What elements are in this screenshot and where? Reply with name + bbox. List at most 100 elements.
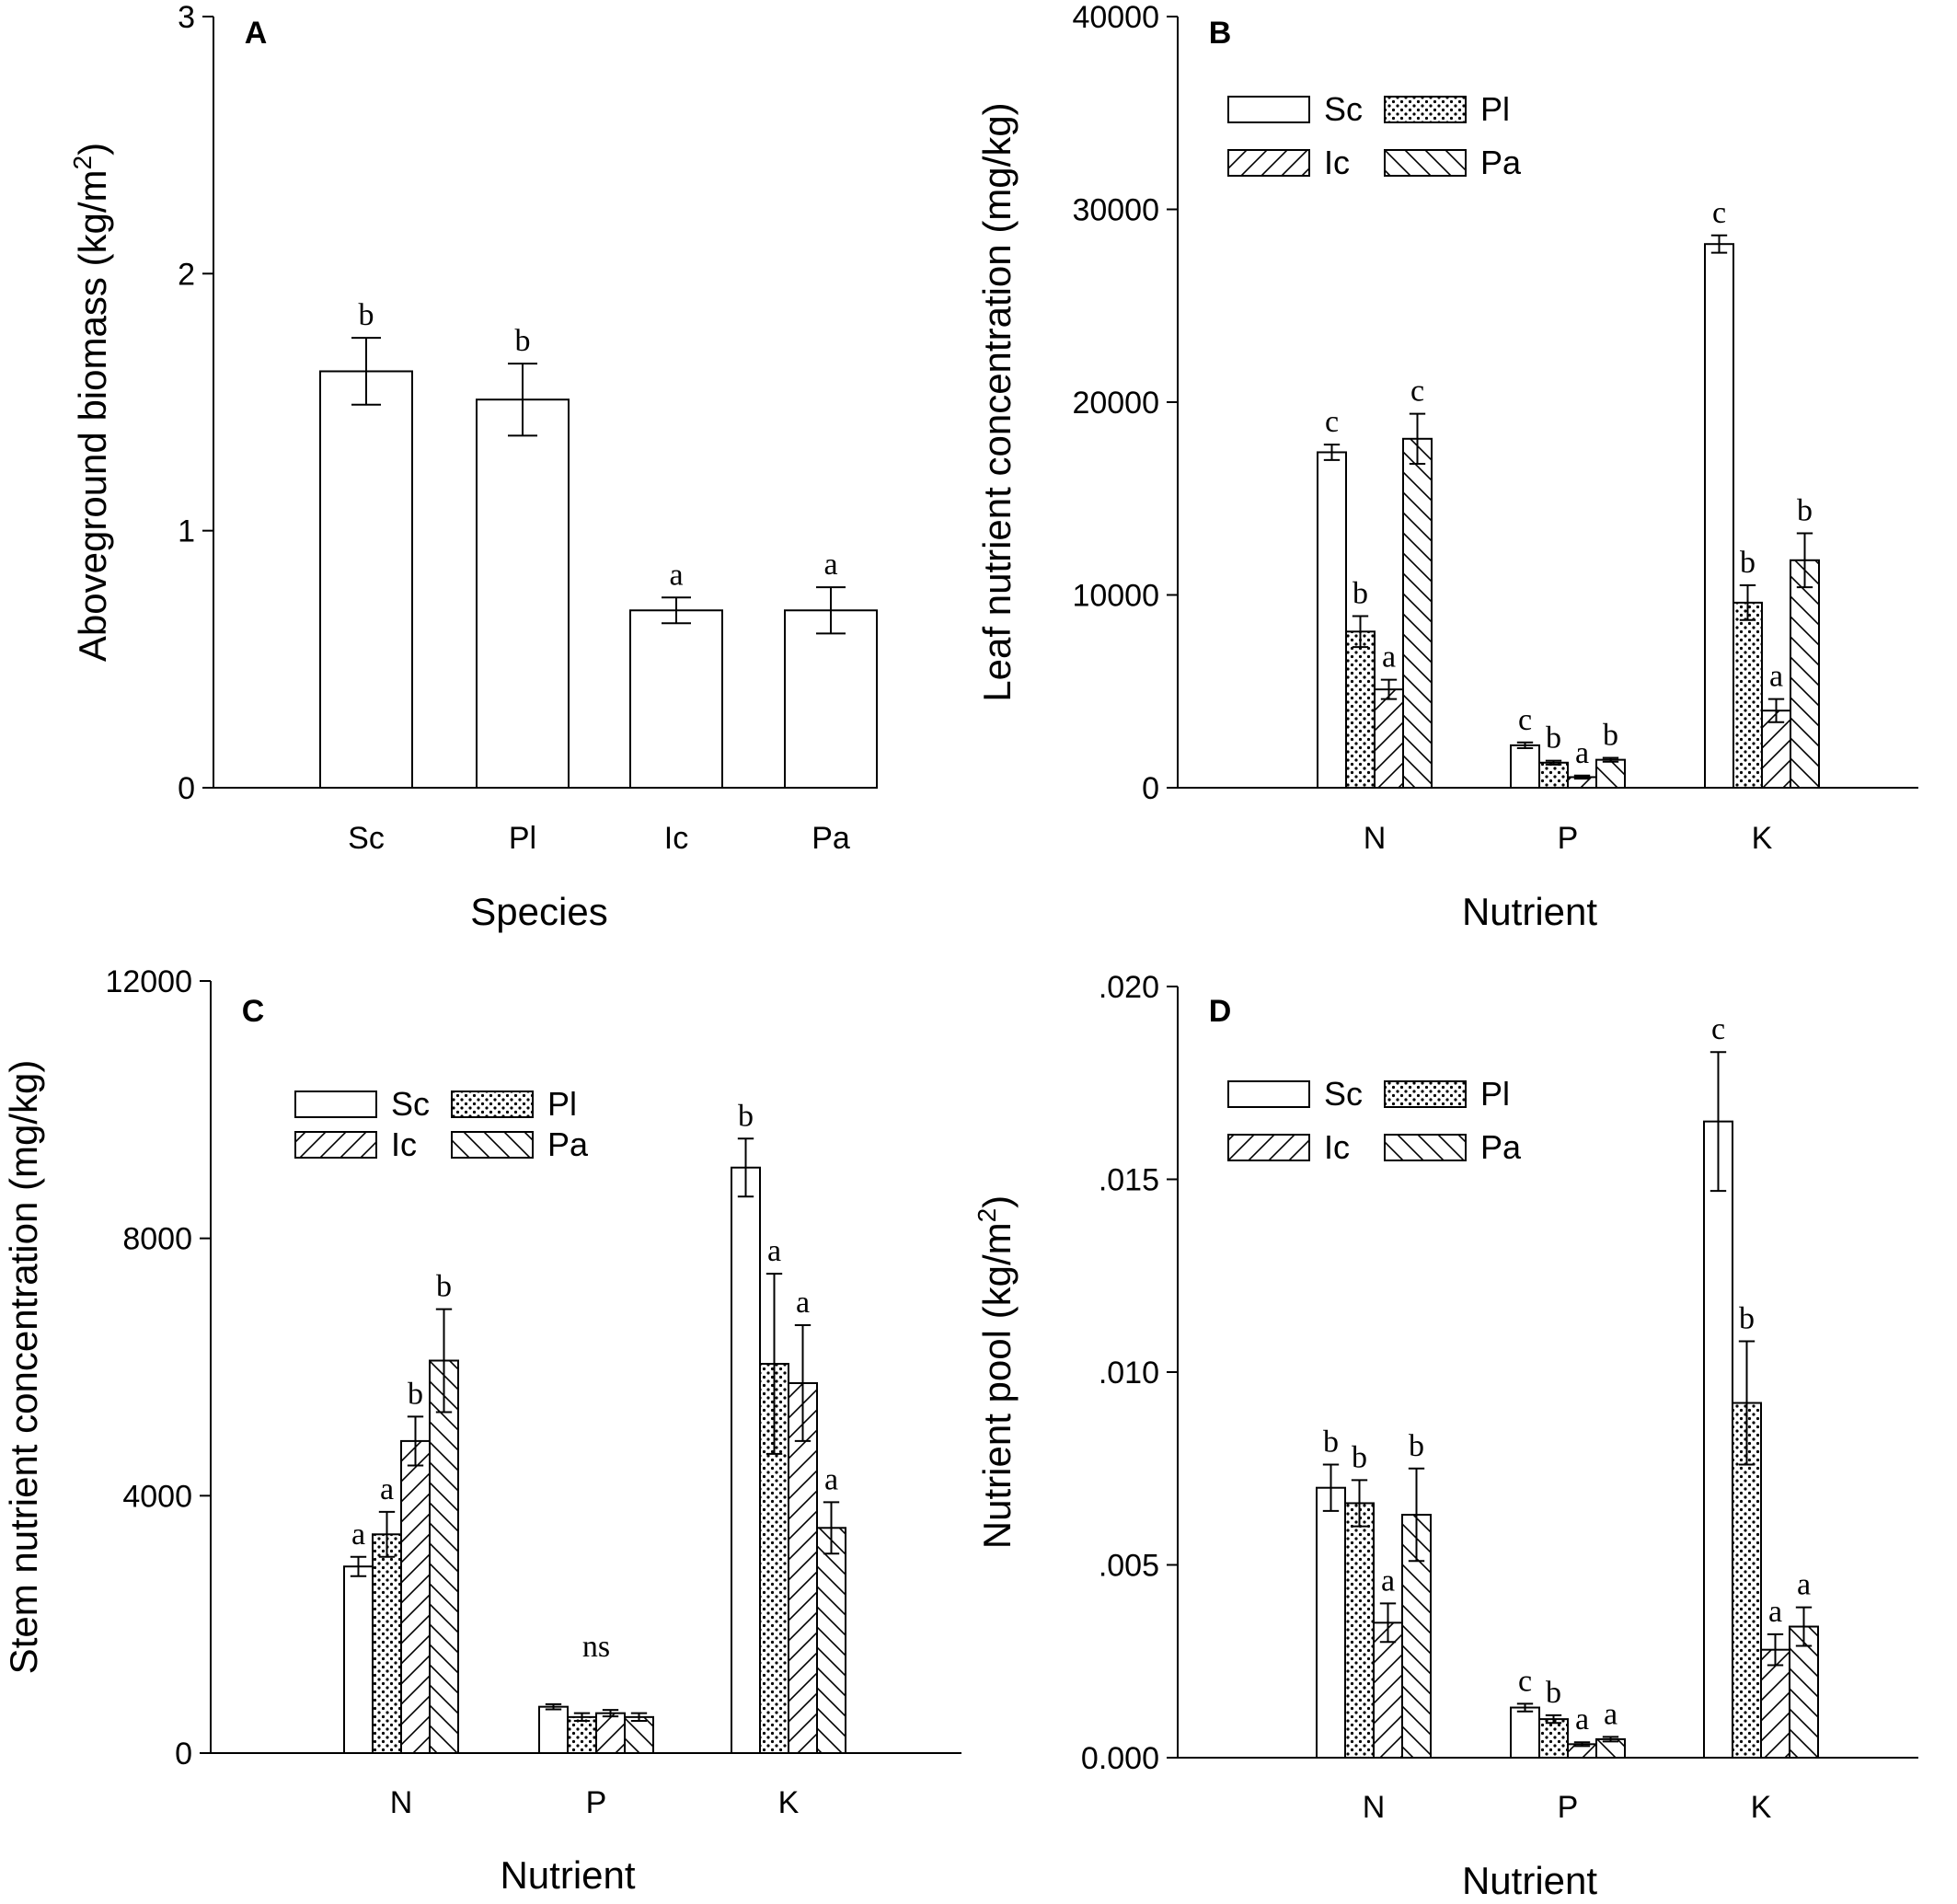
bar: [784, 609, 878, 790]
significance-label: a: [824, 1462, 838, 1496]
significance-label: a: [380, 1472, 394, 1506]
x-axis-title: Nutrient: [1462, 890, 1597, 933]
significance-label: b: [1546, 721, 1561, 756]
bar: [1510, 1706, 1540, 1760]
bar: [1789, 1625, 1819, 1760]
bar: [1374, 688, 1404, 790]
x-tick-label: Pa: [812, 821, 850, 856]
bar: [400, 1439, 431, 1754]
y-axis-title: Nutrient pool (kg/m2): [973, 1195, 1019, 1549]
x-tick-label: P: [1558, 1790, 1579, 1825]
significance-label: b: [738, 1099, 754, 1133]
significance-label: c: [1325, 405, 1339, 439]
panel-c: 0 4000 8000 12000 N P K Nutrient Stem nutrient c…: [2, 964, 961, 1897]
bar: [476, 398, 570, 789]
y-tick-label: .015: [1099, 1163, 1159, 1198]
significance-label: b: [1603, 719, 1618, 753]
x-axis-title: Nutrient: [1462, 1859, 1597, 1899]
legend-label: Ic: [1324, 1128, 1350, 1166]
legend-label: Pa: [1480, 144, 1522, 181]
bar: [624, 1715, 654, 1755]
legend-swatch: [294, 1131, 377, 1159]
significance-label: b: [515, 324, 531, 358]
y-tick-label: 0: [178, 771, 195, 806]
x-tick-label: N: [1363, 1790, 1386, 1825]
bar: [1402, 437, 1433, 789]
panel-letter: C: [242, 994, 265, 1029]
y-tick-label: .020: [1099, 970, 1159, 1005]
bar: [538, 1705, 569, 1755]
legend-label: Pl: [547, 1085, 577, 1123]
y-axis-title: Stem nutrient concentration (mg/kg): [2, 1060, 45, 1675]
legend-swatch: [1384, 1134, 1467, 1161]
y-tick-label: .010: [1099, 1356, 1159, 1390]
annotation-label: ns: [582, 1630, 610, 1664]
x-tick-label: P: [1558, 821, 1579, 856]
significance-label: b: [1323, 1425, 1339, 1460]
bar: [816, 1527, 846, 1754]
panel-d: 0.000 .005 .010 .015 .020 N P K Nutrient Nutrient…: [973, 970, 1918, 1902]
y-tick-label: 30000: [1072, 193, 1159, 228]
bar: [731, 1166, 761, 1754]
x-tick-label: K: [778, 1785, 800, 1820]
legend-label: Sc: [1324, 1075, 1363, 1113]
bar: [1538, 761, 1569, 790]
y-tick-label: 4000: [122, 1479, 192, 1514]
bar: [1344, 1502, 1375, 1759]
bar: [1373, 1621, 1403, 1759]
x-tick-label: Sc: [348, 821, 385, 856]
significance-label: c: [1518, 1664, 1532, 1698]
legend-label: Sc: [391, 1085, 430, 1123]
y-axis-title-end: ): [975, 1195, 1019, 1208]
significance-label: b: [1740, 546, 1756, 580]
y-axis-title-superscript: 2: [68, 156, 97, 170]
significance-label: a: [1604, 1697, 1617, 1731]
legend-swatch: [451, 1090, 534, 1118]
y-axis-title-superscript: 2: [973, 1208, 1001, 1223]
bar: [1595, 758, 1626, 789]
bar: [1761, 710, 1791, 790]
bar: [319, 370, 413, 789]
bar: [1733, 601, 1763, 789]
significance-label: a: [1381, 1564, 1395, 1598]
legend-swatch: [451, 1131, 534, 1159]
legend-label: Sc: [1324, 90, 1363, 128]
y-tick-label: 10000: [1072, 579, 1159, 614]
significance-label: b: [1409, 1429, 1424, 1463]
bar: [1345, 630, 1376, 789]
bar: [595, 1712, 626, 1754]
bar: [1316, 1486, 1346, 1759]
panel-letter: D: [1209, 994, 1232, 1029]
bar: [343, 1565, 374, 1755]
bar: [372, 1533, 402, 1754]
bar: [1703, 1120, 1733, 1759]
significance-label: a: [1797, 1568, 1811, 1602]
significance-label: c: [1410, 375, 1424, 409]
significance-label: a: [767, 1234, 781, 1268]
y-tick-label: 8000: [122, 1222, 192, 1257]
legend-swatch: [1384, 1080, 1467, 1108]
y-axis-title: Leaf nutrient concentration (mg/kg): [975, 102, 1019, 701]
x-tick-label: K: [1751, 1790, 1772, 1825]
significance-label: a: [669, 558, 683, 592]
significance-label: a: [1575, 1702, 1589, 1737]
y-tick-label: 3: [178, 0, 195, 35]
x-tick-label: K: [1752, 821, 1773, 856]
y-tick-label: 0.000: [1081, 1741, 1159, 1776]
bar: [629, 609, 723, 790]
y-axis-title-end: ): [71, 143, 114, 156]
significance-label: b: [1797, 493, 1813, 527]
y-tick-label: .005: [1099, 1549, 1159, 1584]
legend-swatch: [1384, 96, 1467, 123]
significance-label: a: [823, 548, 837, 582]
x-tick-label: Ic: [664, 821, 688, 856]
bar: [1790, 559, 1820, 789]
y-tick-label: 12000: [105, 964, 192, 999]
y-tick-label: 2: [178, 257, 195, 292]
y-tick-label: 0: [175, 1737, 192, 1771]
bar: [788, 1381, 818, 1754]
y-axis-title: Aboveground biomass (kg/m2): [68, 143, 114, 662]
x-tick-label: N: [390, 1785, 413, 1820]
